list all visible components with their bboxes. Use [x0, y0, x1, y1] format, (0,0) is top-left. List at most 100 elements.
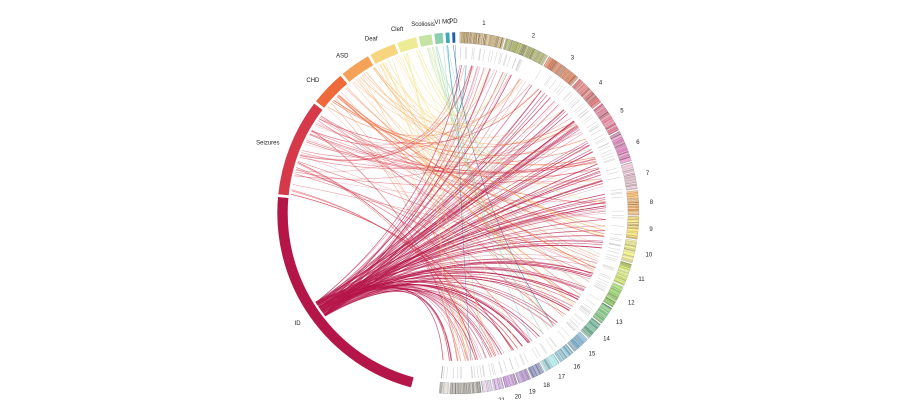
chromosome-band: [485, 34, 488, 46]
chromosome-band: [547, 357, 554, 368]
chromosome-band: [626, 192, 638, 195]
gene-tick: [589, 293, 600, 301]
chromosome-band: [607, 294, 618, 300]
gene-tick: [549, 336, 557, 347]
chromosome-band: [568, 341, 577, 351]
chromosome-band: [500, 37, 504, 49]
link-ribbons: [290, 45, 607, 362]
chromosome-band: [511, 374, 516, 385]
chromosome-label-13: 13: [616, 320, 623, 326]
chromosome-band: [579, 332, 588, 341]
chromosome-band: [612, 137, 623, 143]
chromosome-band: [574, 336, 582, 346]
chromosome-band: [442, 382, 444, 394]
chromosome-band: [622, 166, 634, 170]
chromosome-band: [560, 68, 568, 78]
gene-tick: [597, 142, 609, 149]
chromosome-band: [598, 308, 609, 315]
gene-tick: [590, 129, 602, 136]
chromosome-band: [574, 81, 583, 90]
chromosome-band: [611, 286, 622, 292]
chromosome-band: [574, 81, 583, 90]
link-id: [319, 113, 568, 309]
chromosome-band: [625, 240, 637, 243]
chromosome-band: [561, 347, 569, 357]
chromosome-band: [533, 364, 540, 375]
chromosome-label-2: 2: [532, 34, 536, 40]
chromosome-band: [624, 247, 636, 251]
chromosome-band: [591, 100, 601, 108]
chromosome-band: [605, 296, 616, 303]
chromosome-band: [617, 149, 628, 155]
gene-tick-labels: [441, 47, 624, 379]
chromosome-band: [496, 36, 500, 48]
gene-tick: [540, 342, 548, 354]
chromosome-band: [589, 320, 599, 328]
chromosome-band: [521, 370, 527, 381]
chromosome-band: [529, 48, 535, 60]
chromosome-band: [618, 267, 630, 272]
link-chd: [337, 95, 605, 235]
chromosome-band: [444, 382, 446, 394]
link-seizures: [295, 69, 496, 173]
gene-tick: [473, 47, 475, 60]
gene-tick: [492, 363, 496, 375]
chromosome-band: [510, 374, 514, 386]
chromosome-band: [602, 116, 612, 124]
chromosome-band: [518, 371, 524, 383]
link-pd: [452, 45, 554, 327]
chromosome-band: [627, 221, 639, 223]
chromosome-band: [480, 33, 483, 45]
chromosome-band: [507, 39, 512, 51]
chromosome-band: [463, 32, 465, 44]
chromosome-band: [571, 338, 580, 348]
chromosome-band: [594, 105, 604, 113]
chromosome-band: [627, 221, 639, 223]
chromosome-band: [532, 365, 538, 376]
chromosome-band: [545, 57, 552, 68]
chromosome-band: [576, 83, 585, 92]
gene-tick: [570, 100, 580, 109]
chromosome-band: [486, 34, 489, 46]
chromosome-band: [506, 39, 510, 51]
chromosome-band: [621, 164, 633, 168]
chromosome-band: [502, 376, 507, 388]
chromosome-band: [507, 39, 511, 51]
chromosome-band: [602, 118, 613, 125]
chromosome-band: [610, 133, 621, 139]
chromosome-band: [578, 84, 587, 94]
chromosome-band: [486, 34, 490, 46]
chromosome-band: [625, 242, 637, 246]
chromosome-band: [605, 123, 616, 130]
chromosome-band: [605, 122, 615, 129]
chromosome-band: [478, 381, 481, 393]
chromosome-band: [612, 138, 624, 144]
chromosome-label-10: 10: [646, 252, 653, 258]
chromosome-band: [554, 352, 562, 362]
chromosome-band: [627, 207, 639, 209]
chromosome-band: [602, 117, 612, 124]
chromosome-band: [600, 114, 611, 122]
link-id: [318, 266, 586, 308]
link-seizures: [318, 88, 540, 144]
chromosome-label-4: 4: [599, 81, 603, 87]
chromosome-band: [539, 53, 545, 64]
chromosome-band: [440, 382, 443, 394]
chromosome-label-17: 17: [558, 375, 565, 381]
chromosome-band: [627, 220, 639, 222]
chromosome-band: [453, 382, 455, 394]
chromosome-band: [538, 362, 545, 373]
chromosome-band: [478, 33, 480, 45]
gene-tick: [534, 346, 541, 358]
chromosome-band: [572, 338, 580, 348]
chromosome-band: [627, 199, 639, 202]
chromosome-band: [511, 41, 516, 52]
link-id: [321, 285, 523, 347]
chromosome-band: [473, 32, 475, 44]
gene-tick: [596, 280, 608, 286]
chromosome-band: [616, 146, 627, 151]
chromosome-band: [608, 292, 619, 298]
phenotype-arc-mc: [444, 31, 451, 44]
chromosome-band: [625, 241, 637, 244]
chromosome-band: [548, 356, 555, 367]
